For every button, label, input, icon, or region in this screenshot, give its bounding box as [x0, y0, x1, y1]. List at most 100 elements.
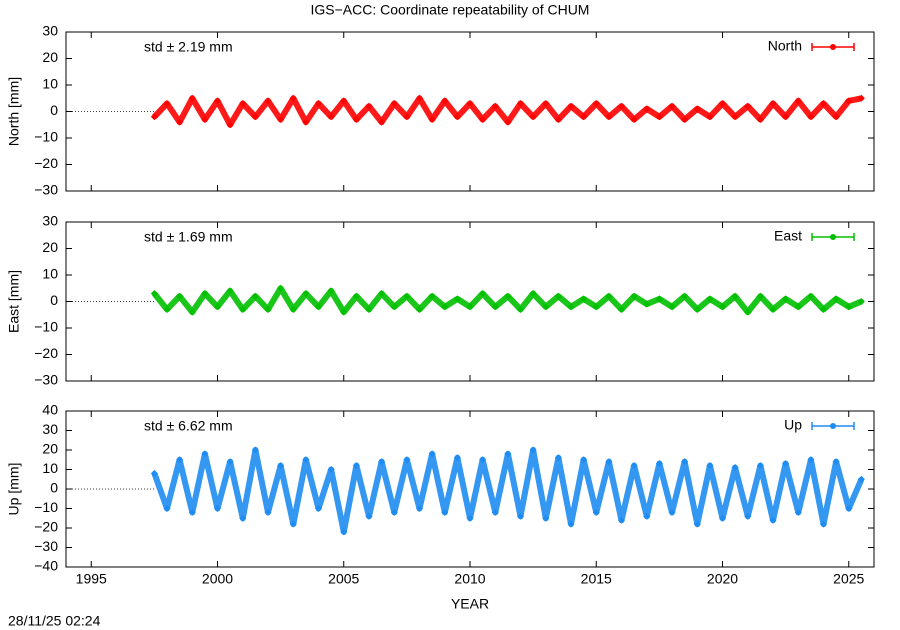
- data-point: [517, 305, 524, 313]
- data-point: [491, 303, 499, 311]
- data-point: [567, 303, 575, 311]
- data-point: [150, 290, 158, 298]
- plot-frame: [65, 221, 875, 382]
- data-point: [251, 292, 259, 300]
- data-point: [466, 100, 474, 108]
- data-point: [693, 105, 701, 113]
- data-point: [428, 292, 436, 300]
- data-point: [390, 508, 398, 516]
- data-point: [403, 113, 411, 121]
- data-point: [504, 450, 512, 458]
- plot-frame: [65, 31, 875, 192]
- data-point: [378, 458, 386, 466]
- y-tick-label: −30: [34, 182, 58, 198]
- data-point: [441, 508, 449, 516]
- data-point: [416, 505, 423, 512]
- data-point: [239, 305, 247, 313]
- data-point: [416, 94, 423, 102]
- x-tick-label: 1995: [76, 571, 107, 587]
- data-point: [857, 94, 865, 102]
- data-point: [163, 100, 171, 108]
- y-tick-label: 20: [42, 239, 58, 255]
- data-point: [605, 292, 613, 300]
- data-point: [857, 475, 865, 483]
- data-point: [693, 520, 701, 528]
- data-point: [302, 118, 310, 126]
- y-axis-label: North [mm]: [6, 77, 22, 146]
- data-point: [744, 308, 752, 316]
- data-point: [201, 450, 209, 458]
- data-point: [807, 292, 815, 300]
- data-point: [150, 113, 158, 121]
- data-point: [352, 292, 360, 300]
- x-tick-label: 2025: [833, 571, 864, 587]
- data-point: [289, 520, 297, 528]
- y-axis-label: Up [mm]: [6, 463, 22, 516]
- data-point: [491, 102, 499, 110]
- data-point: [340, 97, 348, 105]
- data-point: [302, 456, 310, 464]
- data-point: [163, 505, 171, 512]
- data-point: [226, 458, 234, 466]
- data-point: [340, 528, 348, 536]
- data-point: [618, 516, 625, 524]
- y-tick-label: 0: [50, 102, 58, 118]
- legend-label: East: [774, 228, 802, 244]
- chart-title: IGS−ACC: Coordinate repeatability of CHU…: [311, 2, 590, 18]
- data-point: [504, 292, 512, 300]
- x-tick-label: 2020: [707, 571, 738, 587]
- data-point: [365, 305, 373, 313]
- data-point: [517, 100, 524, 108]
- data-point: [580, 113, 588, 121]
- y-tick-label: 0: [50, 292, 58, 308]
- data-point: [315, 303, 322, 311]
- data-point: [390, 303, 398, 311]
- y-tick-label: −10: [34, 319, 58, 335]
- data-point: [731, 292, 739, 300]
- data-point: [466, 514, 474, 522]
- series-line: [152, 285, 863, 316]
- data-point: [807, 456, 815, 464]
- y-tick-label: 10: [42, 76, 58, 92]
- data-point: [681, 292, 689, 300]
- data-point: [820, 305, 827, 313]
- data-point: [214, 303, 221, 311]
- data-point: [567, 102, 575, 110]
- data-point: [491, 508, 499, 516]
- std-annotation: std ± 1.69 mm: [144, 229, 233, 245]
- data-point: [668, 303, 676, 311]
- y-tick-label: 30: [42, 23, 58, 39]
- data-point: [794, 508, 802, 516]
- y-tick-label: −40: [34, 558, 58, 574]
- data-point: [630, 292, 638, 300]
- data-point: [668, 508, 676, 516]
- data-point: [731, 113, 739, 121]
- data-point: [365, 102, 373, 110]
- data-point: [529, 446, 537, 454]
- data-point: [655, 295, 663, 303]
- timestamp: 28/11/25 02:24: [8, 613, 101, 629]
- data-point: [857, 298, 865, 305]
- data-point: [479, 290, 487, 298]
- data-point: [264, 305, 272, 313]
- data-point: [529, 290, 537, 298]
- data-point: [529, 113, 537, 121]
- data-point: [655, 460, 663, 468]
- data-point: [681, 458, 689, 466]
- data-point: [378, 118, 386, 126]
- data-point: [352, 462, 360, 470]
- data-point: [655, 113, 663, 121]
- data-point: [327, 113, 335, 121]
- y-axis-label: East [mm]: [6, 270, 22, 333]
- data-point: [390, 100, 398, 108]
- data-point: [365, 512, 373, 520]
- y-tick-label: 0: [50, 480, 58, 496]
- x-tick-label: 2005: [328, 571, 359, 587]
- data-point: [315, 505, 322, 512]
- data-point: [277, 115, 285, 123]
- data-point: [277, 284, 285, 292]
- y-tick-label: −20: [34, 155, 58, 171]
- data-point: [567, 520, 575, 528]
- data-point: [453, 295, 461, 303]
- data-point: [239, 514, 247, 522]
